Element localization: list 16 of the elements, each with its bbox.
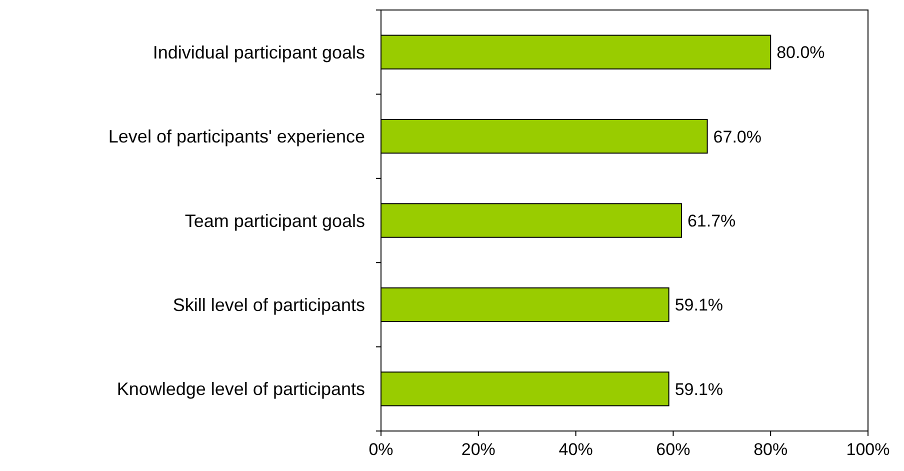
y-tick-label: Individual participant goals	[152, 42, 365, 62]
x-tick-label: 80%	[754, 440, 788, 459]
x-tick-label: 100%	[846, 440, 890, 459]
y-tick-label: Level of participants' experience	[108, 126, 365, 147]
data-label: 61.7%	[687, 211, 736, 230]
y-tick-label: Knowledge level of participants	[116, 379, 365, 400]
y-tick-label: Team participant goals	[184, 210, 365, 231]
x-tick-label: 60%	[656, 440, 690, 459]
data-label: 59.1%	[674, 296, 724, 315]
x-tick-label: 20%	[461, 440, 496, 459]
data-label: 67.0%	[713, 127, 762, 146]
x-tick-label: 0%	[368, 440, 394, 459]
data-label: 80.0%	[776, 43, 825, 62]
x-tick-label: 40%	[558, 440, 593, 459]
y-tick-label: Skill level of participants	[172, 295, 365, 315]
data-label: 59.1%	[674, 380, 724, 399]
